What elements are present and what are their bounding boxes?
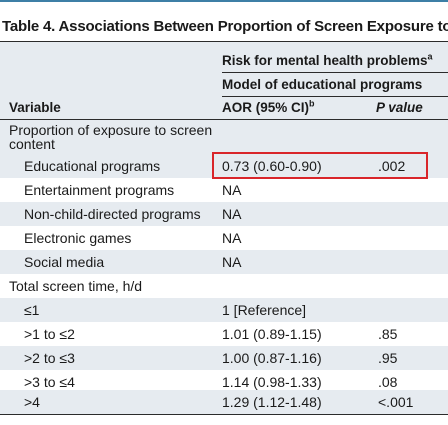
header-model-label: Model of educational programs (222, 77, 423, 92)
section-screen-content: Proportion of exposure to screen content (0, 120, 448, 154)
table-title: Table 4. Associations Between Proportion… (2, 18, 448, 35)
header-aor: AOR (95% CI)b (222, 98, 315, 115)
variable-cell: >3 to ≤4 (24, 374, 75, 390)
variable-cell: >2 to ≤3 (24, 350, 75, 366)
aor-cell: NA (222, 182, 242, 198)
p-value-cell: .002 (378, 158, 406, 174)
table-row: >1 to ≤2 1.01 (0.89-1.15) .85 (0, 322, 448, 346)
table-row: Non-child-directed programs NA (0, 202, 448, 226)
section-label: Proportion of exposure to screen content (9, 122, 213, 152)
p-value-cell: .08 (378, 374, 398, 390)
variable-cell: Educational programs (24, 158, 161, 174)
header-p-value: P value (376, 100, 423, 115)
table-row: >4 1.29 (1.12-1.48) <.001 (0, 390, 448, 414)
p-value-cell: .95 (378, 350, 398, 366)
aor-cell: NA (222, 254, 242, 270)
section-label: Total screen time, h/d (9, 278, 143, 294)
table-row: ≤1 1 [Reference] (0, 298, 448, 322)
variable-cell: Electronic games (24, 230, 132, 246)
table-header (0, 42, 448, 120)
header-group-label: Risk for mental health problemsa (222, 51, 433, 68)
table-row: Social media NA (0, 250, 448, 274)
table-row: >2 to ≤3 1.00 (0.87-1.16) .95 (0, 346, 448, 370)
table-row: Electronic games NA (0, 226, 448, 250)
table-row: Entertainment programs NA (0, 178, 448, 202)
variable-cell: ≤1 (24, 302, 40, 318)
header-bottom-rule (0, 119, 448, 120)
variable-cell: >4 (24, 394, 40, 410)
variable-cell: Entertainment programs (24, 182, 175, 198)
header-model-rule (222, 96, 448, 97)
title-rule (0, 41, 448, 42)
aor-cell: 1.29 (1.12-1.48) (222, 394, 322, 410)
header-group-rule (222, 72, 448, 73)
variable-cell: >1 to ≤2 (24, 326, 75, 342)
section-screen-time: Total screen time, h/d (0, 274, 448, 298)
variable-cell: Non-child-directed programs (24, 206, 201, 222)
p-value-cell: <.001 (378, 394, 414, 410)
table-row: Educational programs 0.73 (0.60-0.90) .0… (0, 154, 448, 178)
p-value-cell: .85 (378, 326, 398, 342)
top-accent-rule (0, 0, 448, 2)
highlight-box (212, 152, 428, 179)
aor-cell: 1.00 (0.87-1.16) (222, 350, 322, 366)
header-variable: Variable (9, 100, 61, 115)
aor-cell: 1.14 (0.98-1.33) (222, 374, 322, 390)
aor-cell: NA (222, 206, 242, 222)
aor-cell: 0.73 (0.60-0.90) (222, 158, 322, 174)
table-row: >3 to ≤4 1.14 (0.98-1.33) .08 (0, 370, 448, 394)
aor-cell: NA (222, 230, 242, 246)
table-bottom-rule (0, 414, 448, 415)
aor-cell: 1 [Reference] (222, 302, 307, 318)
variable-cell: Social media (24, 254, 105, 270)
aor-cell: 1.01 (0.89-1.15) (222, 326, 322, 342)
